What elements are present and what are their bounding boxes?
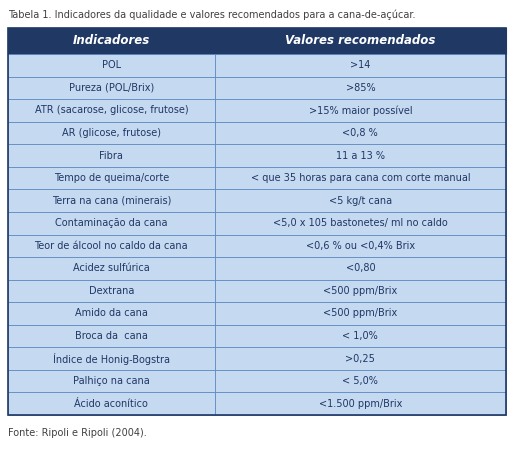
Bar (215, 257, 506, 280)
Bar (215, 167, 506, 189)
Bar (215, 99, 506, 122)
Text: POL: POL (102, 60, 121, 70)
Bar (8, 325, 215, 348)
Text: Contaminação da cana: Contaminação da cana (55, 218, 168, 228)
Text: <5,0 x 105 bastonetes/ ml no caldo: <5,0 x 105 bastonetes/ ml no caldo (273, 218, 448, 228)
Text: Fibra: Fibra (99, 150, 123, 161)
Bar (8, 370, 215, 392)
Bar (215, 234, 506, 257)
Text: Acidez sulfúrica: Acidez sulfúrica (73, 264, 150, 273)
Text: <5 kg/t cana: <5 kg/t cana (329, 196, 392, 206)
Bar (8, 28, 215, 54)
Text: < que 35 horas para cana com corte manual: < que 35 horas para cana com corte manua… (250, 173, 470, 183)
Bar (8, 99, 215, 122)
Bar (8, 348, 215, 370)
Text: < 1,0%: < 1,0% (342, 331, 378, 341)
Bar (8, 212, 215, 234)
Text: Índice de Honig-Bogstra: Índice de Honig-Bogstra (53, 352, 170, 365)
Text: ATR (sacarose, glicose, frutose): ATR (sacarose, glicose, frutose) (34, 106, 188, 115)
Bar (8, 54, 215, 77)
Text: Fonte: Ripoli e Ripoli (2004).: Fonte: Ripoli e Ripoli (2004). (8, 428, 147, 438)
Bar (215, 122, 506, 144)
Bar (215, 28, 506, 54)
Bar (8, 280, 215, 302)
Text: Ácido aconítico: Ácido aconítico (75, 399, 148, 409)
Bar (8, 122, 215, 144)
Text: <500 ppm/Brix: <500 ppm/Brix (323, 308, 397, 318)
Text: Valores recomendados: Valores recomendados (285, 35, 435, 48)
Bar (8, 302, 215, 325)
Text: Dextrana: Dextrana (88, 286, 134, 296)
Text: <500 ppm/Brix: <500 ppm/Brix (323, 286, 397, 296)
Text: >15% maior possível: >15% maior possível (308, 105, 412, 116)
Bar (8, 257, 215, 280)
Text: >85%: >85% (345, 83, 375, 93)
Text: < 5,0%: < 5,0% (342, 376, 378, 386)
Text: >14: >14 (350, 60, 371, 70)
Text: Broca da  cana: Broca da cana (75, 331, 148, 341)
Text: Tabela 1. Indicadores da qualidade e valores recomendados para a cana-de-açúcar.: Tabela 1. Indicadores da qualidade e val… (8, 9, 415, 19)
Bar (215, 325, 506, 348)
Bar (8, 77, 215, 99)
Text: <1.500 ppm/Brix: <1.500 ppm/Brix (319, 399, 402, 409)
Text: <0,6 % ou <0,4% Brix: <0,6 % ou <0,4% Brix (306, 241, 415, 251)
Bar (8, 392, 215, 415)
Text: AR (glicose, frutose): AR (glicose, frutose) (62, 128, 161, 138)
Bar (8, 189, 215, 212)
Text: Amido da cana: Amido da cana (75, 308, 148, 318)
Bar (8, 167, 215, 189)
Text: Palhiço na cana: Palhiço na cana (73, 376, 150, 386)
Text: Tempo de queima/corte: Tempo de queima/corte (53, 173, 169, 183)
Bar (215, 189, 506, 212)
Bar (215, 370, 506, 392)
Bar (215, 144, 506, 167)
Bar (8, 28, 506, 415)
Bar (215, 54, 506, 77)
Bar (215, 212, 506, 234)
Bar (215, 302, 506, 325)
Text: Indicadores: Indicadores (72, 35, 150, 48)
Bar (8, 234, 215, 257)
Bar (8, 144, 215, 167)
Bar (215, 77, 506, 99)
Text: >0,25: >0,25 (345, 354, 375, 364)
Text: <0,8 %: <0,8 % (342, 128, 378, 138)
Bar (215, 348, 506, 370)
Text: 11 a 13 %: 11 a 13 % (336, 150, 385, 161)
Text: Pureza (POL/Brix): Pureza (POL/Brix) (69, 83, 154, 93)
Text: <0,80: <0,80 (345, 264, 375, 273)
Text: Terra na cana (minerais): Terra na cana (minerais) (51, 196, 171, 206)
Text: Teor de álcool no caldo da cana: Teor de álcool no caldo da cana (34, 241, 188, 251)
Bar (215, 280, 506, 302)
Bar (215, 392, 506, 415)
